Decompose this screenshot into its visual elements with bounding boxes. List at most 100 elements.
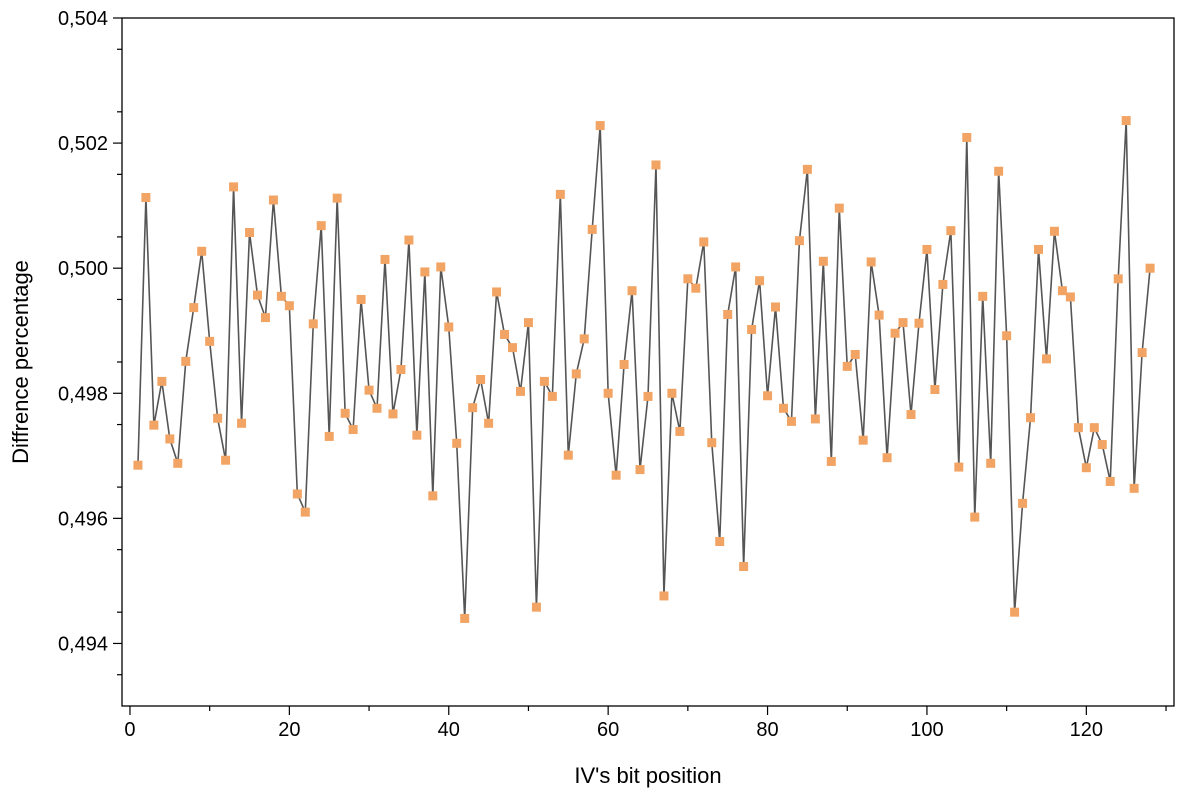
data-point xyxy=(898,318,908,328)
data-point xyxy=(667,388,677,398)
data-point xyxy=(213,413,223,423)
data-point xyxy=(1145,263,1155,273)
y-tick-label: 0,496 xyxy=(58,508,108,530)
series-line xyxy=(137,120,1151,619)
data-point xyxy=(882,453,892,463)
data-point xyxy=(197,246,207,256)
data-point xyxy=(890,328,900,338)
data-point xyxy=(1018,498,1028,508)
data-point xyxy=(970,512,980,522)
data-point xyxy=(412,430,422,440)
data-point xyxy=(308,319,318,329)
y-tick-label: 0,500 xyxy=(58,258,108,280)
data-point xyxy=(547,391,557,401)
data-point xyxy=(1081,463,1091,473)
y-axis-label: Diffrence percentage xyxy=(8,260,33,464)
data-point xyxy=(508,343,518,353)
data-point xyxy=(436,262,446,272)
data-point xyxy=(994,166,1004,176)
data-point xyxy=(388,409,398,419)
data-point xyxy=(237,418,247,428)
data-point xyxy=(292,489,302,499)
data-point xyxy=(364,385,374,395)
data-point xyxy=(229,182,239,192)
x-tick-label: 60 xyxy=(597,719,619,741)
data-point xyxy=(978,291,988,301)
data-point xyxy=(771,302,781,312)
y-tick-label: 0,498 xyxy=(58,383,108,405)
data-point xyxy=(452,438,462,448)
data-point xyxy=(587,224,597,234)
data-point xyxy=(627,286,637,296)
data-point xyxy=(372,403,382,413)
data-point xyxy=(715,537,725,547)
data-point xyxy=(579,334,589,344)
data-point xyxy=(683,274,693,284)
data-point xyxy=(603,388,613,398)
data-point xyxy=(930,385,940,395)
data-point xyxy=(1089,423,1099,433)
data-point xyxy=(380,254,390,264)
data-point xyxy=(643,391,653,401)
data-point xyxy=(316,221,326,231)
data-point xyxy=(723,309,733,319)
data-point xyxy=(492,287,502,297)
x-tick-label: 100 xyxy=(910,719,943,741)
data-point xyxy=(1010,607,1020,617)
data-point xyxy=(165,434,175,444)
data-point xyxy=(460,613,470,623)
data-point xyxy=(356,294,366,304)
data-point xyxy=(1097,440,1107,450)
data-point xyxy=(675,426,685,436)
data-point xyxy=(348,425,358,435)
data-point xyxy=(531,602,541,612)
data-point xyxy=(794,236,804,246)
data-point xyxy=(802,164,812,174)
data-point xyxy=(563,450,573,460)
data-point xyxy=(484,418,494,428)
data-point xyxy=(1002,331,1012,341)
data-point xyxy=(707,438,717,448)
axes xyxy=(121,17,1175,707)
data-point xyxy=(149,420,159,430)
data-point xyxy=(515,386,525,396)
data-point xyxy=(659,591,669,601)
x-axis-label: IV's bit position xyxy=(574,763,721,788)
data-point xyxy=(133,460,143,470)
data-point xyxy=(651,160,661,170)
data-point xyxy=(938,279,948,289)
data-point xyxy=(954,462,964,472)
data-point xyxy=(500,329,510,339)
data-point xyxy=(340,408,350,418)
data-point xyxy=(755,276,765,286)
data-point xyxy=(332,193,342,203)
data-point xyxy=(404,235,414,245)
data-point xyxy=(866,257,876,267)
data-point xyxy=(1073,423,1083,433)
data-point xyxy=(468,403,478,413)
y-tick-label: 0,494 xyxy=(58,633,108,655)
data-point xyxy=(946,226,956,236)
data-point xyxy=(826,456,836,466)
data-point xyxy=(173,458,183,468)
data-point xyxy=(1049,226,1059,236)
data-point xyxy=(906,410,916,420)
data-point xyxy=(523,318,533,328)
data-point xyxy=(157,376,167,386)
data-point xyxy=(874,310,884,320)
y-axis-ticks: 0,494 0,496 0,498 0,500 0,502 0,504 xyxy=(58,8,122,676)
data-point xyxy=(181,356,191,366)
data-point xyxy=(420,267,430,277)
data-point xyxy=(444,322,454,332)
x-tick-label: 40 xyxy=(438,719,460,741)
data-point xyxy=(778,403,788,413)
y-tick-label: 0,504 xyxy=(58,8,108,30)
data-point xyxy=(1121,116,1131,126)
data-point xyxy=(1057,286,1067,296)
data-point xyxy=(1113,274,1123,284)
data-point xyxy=(189,303,199,313)
data-point xyxy=(818,256,828,266)
data-point xyxy=(619,360,629,369)
x-tick-label: 80 xyxy=(756,719,778,741)
